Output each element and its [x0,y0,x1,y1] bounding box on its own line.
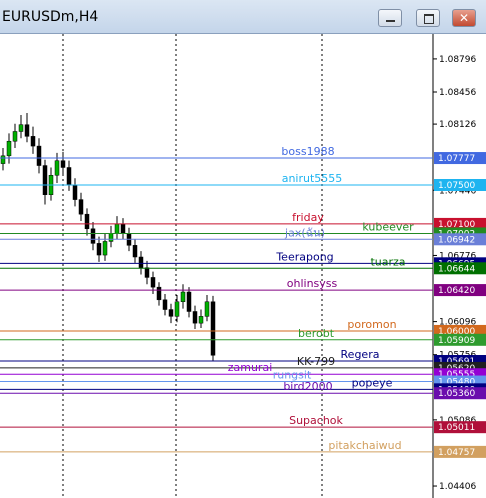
close-button[interactable]: ✕ [452,9,476,27]
candle-body [174,301,180,317]
level-name: poromon [347,318,396,331]
price-box-label: 1.05480 [438,378,475,388]
candle-body [102,241,108,256]
candle-body [24,124,30,137]
level-name: Teerapong [275,250,333,263]
price-box-label: 1.07100 [438,220,475,230]
candle-body [90,228,96,244]
level-name: pitakchaiwud [328,439,401,452]
level-name: zamurai [228,361,273,374]
price-box-label: 1.06000 [438,327,475,337]
candle-body [72,184,78,200]
candle-body [192,311,198,324]
minimize-button[interactable] [378,9,402,27]
level-name: berobt [298,327,335,340]
candle-body [168,309,174,317]
price-box-label: 1.05555 [438,370,475,380]
price-box [434,233,486,246]
maximize-button[interactable] [416,9,440,27]
candle-body [18,124,24,132]
price-box-label: 1.06420 [438,286,475,296]
candle-body [162,299,168,310]
candle-body [6,140,12,157]
candle-body [204,301,210,317]
y-tick-label: 1.08126 [439,120,476,130]
y-tick-label: 1.08796 [439,55,476,65]
candle-body [132,245,138,258]
candle-body [42,165,48,195]
level-name: tuarza [370,255,405,268]
price-box [434,387,486,400]
level-name: bird2000 [283,380,332,393]
price-box [434,179,486,192]
candle-body [108,233,114,242]
y-tick-label: 1.06096 [439,318,476,328]
title-bar: EURUSDm,H4 ✕ [0,0,486,34]
price-box [434,284,486,297]
candle-body [198,316,204,324]
y-tick-label: 1.05086 [439,416,476,426]
candle-body [54,160,60,176]
price-box-label: 1.06942 [438,235,475,245]
price-box [434,445,486,458]
price-box [434,152,486,165]
candle-body [150,277,156,288]
level-name: Regera [341,348,380,361]
candle-body [186,291,192,312]
candle-body [138,256,144,268]
level-name: KK-799 [297,355,335,368]
candle-body [36,145,42,166]
candle-body [180,291,186,303]
price-box [434,262,486,275]
candle-body [144,267,150,278]
price-box-label: 1.05011 [438,423,475,433]
candle-body [84,213,90,230]
level-name: kubeever [362,220,414,233]
price-box-label: 1.05909 [438,336,475,346]
level-name: friday [292,211,324,224]
candle-body [12,131,18,142]
candle-body [0,155,6,164]
price-box [434,333,486,346]
price-box [434,421,486,434]
candle-body [120,223,126,234]
candle-body [30,136,36,147]
candle-body [66,167,72,186]
candle-body [96,243,102,256]
candle-body [60,160,66,168]
y-tick-label: 1.08456 [439,88,476,98]
candle-body [114,223,120,234]
price-box [434,217,486,230]
level-name: boss1988 [281,145,334,158]
level-name: popeye [352,376,393,389]
level-name: anirut5555 [282,172,343,185]
window-title: EURUSDm,H4 [2,9,99,25]
price-box-label: 1.07500 [438,181,475,191]
y-tick-label: 1.06776 [439,251,476,261]
candle-body [210,301,216,356]
y-tick-label: 1.07446 [439,186,476,196]
level-name: rungsit [273,369,312,382]
candle-body [78,199,84,215]
level-name: ohlinsyss [287,277,338,290]
level-name: jax(ฉัน) [284,226,325,239]
y-tick-label: 1.04406 [439,482,476,492]
level-name: Supachok [289,414,343,427]
price-box-label: 1.05360 [438,389,475,399]
chart: 1.08796 1.08456 1.08126 1.07446 1.06776 1.060… [0,34,486,498]
candle-body [156,286,162,301]
price-box-label: 1.06644 [438,264,475,274]
price-box-label: 1.07777 [438,154,475,164]
price-box-label: 1.04757 [438,448,475,458]
